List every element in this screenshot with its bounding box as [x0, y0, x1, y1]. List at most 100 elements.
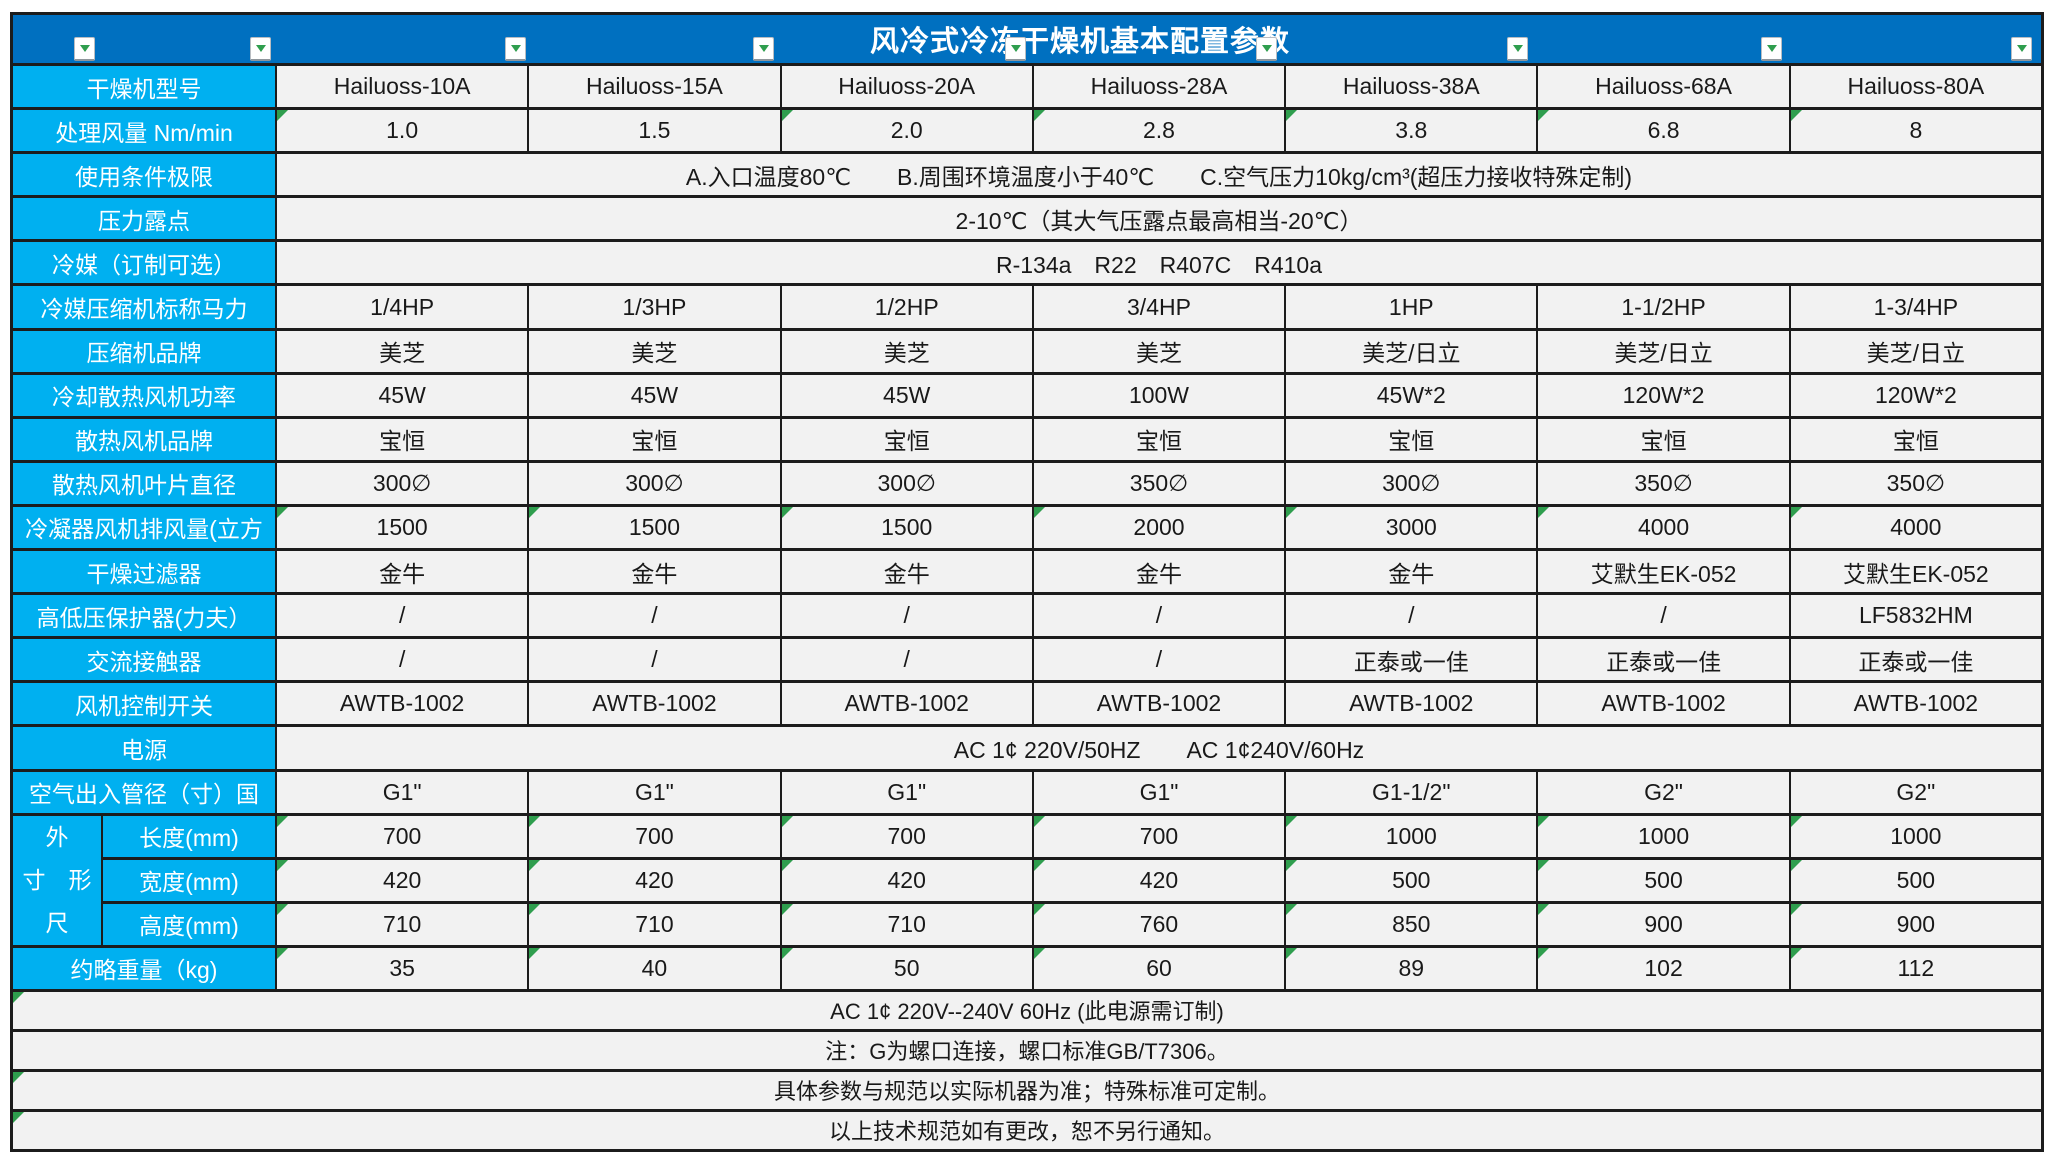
row-label[interactable]: 空气出入管径（寸）国 — [13, 771, 275, 813]
table-cell[interactable]: 6.8 — [1538, 110, 1789, 152]
table-cell[interactable]: 300∅ — [781, 462, 1032, 504]
table-cell[interactable]: 40 — [529, 947, 780, 989]
table-cell[interactable]: 美芝 — [277, 330, 528, 372]
table-cell[interactable]: 35 — [277, 947, 528, 989]
table-cell[interactable]: 500 — [1790, 859, 2041, 901]
filter-dropdown-button[interactable] — [505, 37, 526, 61]
row-label[interactable]: 干燥机型号 — [13, 66, 275, 108]
table-cell[interactable]: 宝恒 — [1790, 418, 2041, 460]
row-label[interactable]: 高度(mm) — [103, 903, 275, 945]
row-label[interactable]: 冷媒压缩机标称马力 — [13, 286, 275, 328]
table-cell[interactable]: / — [1033, 639, 1285, 681]
row-label[interactable]: 宽度(mm) — [103, 859, 275, 901]
table-cell[interactable]: / — [529, 595, 780, 637]
table-cell[interactable]: 1500 — [529, 506, 780, 549]
table-cell[interactable]: 50 — [781, 947, 1032, 989]
table-cell[interactable]: / — [277, 595, 528, 637]
table-cell[interactable]: LF5832HM — [1790, 595, 2041, 637]
merged-cell[interactable]: R-134a R22 R407C R410a — [277, 242, 2041, 284]
table-cell[interactable]: 350∅ — [1033, 462, 1285, 504]
table-cell[interactable]: 正泰或一佳 — [1286, 639, 1537, 681]
table-cell[interactable]: 正泰或一佳 — [1790, 639, 2041, 681]
table-cell[interactable]: / — [277, 639, 528, 681]
table-cell[interactable]: G1" — [529, 771, 780, 813]
table-cell[interactable]: 45W — [781, 374, 1032, 416]
dimension-group-label[interactable]: 外 寸 形 尺 — [13, 815, 101, 945]
table-cell[interactable]: AWTB-1002 — [529, 683, 780, 725]
table-cell[interactable]: 1.0 — [277, 110, 528, 152]
table-cell[interactable]: G1" — [781, 771, 1032, 813]
row-label[interactable]: 电源 — [13, 727, 275, 769]
table-cell[interactable]: G2" — [1538, 771, 1789, 813]
table-cell[interactable]: Hailuoss-28A — [1033, 66, 1285, 108]
table-cell[interactable]: 900 — [1538, 903, 1789, 945]
table-cell[interactable]: Hailuoss-20A — [781, 66, 1032, 108]
table-cell[interactable]: 350∅ — [1790, 462, 2041, 504]
table-cell[interactable]: 420 — [529, 859, 780, 901]
table-cell[interactable]: 89 — [1286, 947, 1537, 989]
row-label[interactable]: 风机控制开关 — [13, 683, 275, 725]
table-cell[interactable]: 正泰或一佳 — [1538, 639, 1789, 681]
table-cell[interactable]: 4000 — [1790, 506, 2041, 549]
table-cell[interactable]: 美芝 — [529, 330, 780, 372]
row-label[interactable]: 约略重量（kg) — [13, 947, 275, 989]
table-cell[interactable]: 1-3/4HP — [1790, 286, 2041, 328]
table-cell[interactable]: AWTB-1002 — [1790, 683, 2041, 725]
table-cell[interactable]: 900 — [1790, 903, 2041, 945]
table-cell[interactable]: G1-1/2" — [1286, 771, 1537, 813]
table-cell[interactable]: 700 — [1033, 815, 1285, 857]
table-cell[interactable]: Hailuoss-38A — [1286, 66, 1537, 108]
table-cell[interactable]: AWTB-1002 — [781, 683, 1032, 725]
table-cell[interactable]: / — [1286, 595, 1537, 637]
table-cell[interactable]: Hailuoss-10A — [277, 66, 528, 108]
table-cell[interactable]: 1000 — [1286, 815, 1537, 857]
table-cell[interactable]: AWTB-1002 — [1033, 683, 1285, 725]
merged-cell[interactable]: 2-10℃（其大气压露点最高相当-20℃） — [277, 198, 2041, 240]
row-label[interactable]: 散热风机品牌 — [13, 418, 275, 460]
table-cell[interactable]: 45W*2 — [1286, 374, 1537, 416]
table-cell[interactable]: 金牛 — [1033, 551, 1285, 593]
table-cell[interactable]: 60 — [1033, 947, 1285, 989]
row-label[interactable]: 长度(mm) — [103, 815, 275, 857]
table-cell[interactable]: Hailuoss-15A — [529, 66, 780, 108]
table-cell[interactable]: 700 — [529, 815, 780, 857]
table-cell[interactable]: 100W — [1033, 374, 1285, 416]
table-cell[interactable]: Hailuoss-68A — [1538, 66, 1789, 108]
table-cell[interactable]: / — [1033, 595, 1285, 637]
table-cell[interactable]: 1/4HP — [277, 286, 528, 328]
table-cell[interactable]: 420 — [1033, 859, 1285, 901]
table-cell[interactable]: 2.0 — [781, 110, 1032, 152]
table-cell[interactable]: 102 — [1538, 947, 1789, 989]
table-cell[interactable]: 宝恒 — [1286, 418, 1537, 460]
filter-dropdown-button[interactable] — [2011, 37, 2032, 61]
table-cell[interactable]: 美芝/日立 — [1286, 330, 1537, 372]
footer-note[interactable]: AC 1¢ 220V--240V 60Hz (此电源需订制) — [13, 991, 2041, 1029]
table-cell[interactable]: 2.8 — [1033, 110, 1285, 152]
table-cell[interactable]: 112 — [1790, 947, 2041, 989]
filter-dropdown-button[interactable] — [1256, 37, 1277, 61]
table-cell[interactable]: 艾默生EK-052 — [1538, 551, 1789, 593]
table-cell[interactable]: 艾默生EK-052 — [1790, 551, 2041, 593]
table-cell[interactable]: 宝恒 — [781, 418, 1032, 460]
table-cell[interactable]: 45W — [277, 374, 528, 416]
table-cell[interactable]: 120W*2 — [1538, 374, 1789, 416]
table-cell[interactable]: 美芝 — [781, 330, 1032, 372]
table-cell[interactable]: 金牛 — [781, 551, 1032, 593]
table-cell[interactable]: 3/4HP — [1033, 286, 1285, 328]
table-cell[interactable]: 金牛 — [1286, 551, 1537, 593]
table-cell[interactable]: G2" — [1790, 771, 2041, 813]
table-cell[interactable]: 4000 — [1538, 506, 1789, 549]
table-cell[interactable]: 3000 — [1286, 506, 1537, 549]
table-cell[interactable]: 760 — [1033, 903, 1285, 945]
table-cell[interactable]: 500 — [1538, 859, 1789, 901]
table-cell[interactable]: 宝恒 — [1538, 418, 1789, 460]
table-cell[interactable]: 2000 — [1033, 506, 1285, 549]
table-cell[interactable]: 金牛 — [277, 551, 528, 593]
filter-dropdown-button[interactable] — [1005, 37, 1026, 61]
table-cell[interactable]: 700 — [781, 815, 1032, 857]
footer-note[interactable]: 以上技术规范如有更改，恕不另行通知。 — [13, 1111, 2041, 1149]
row-label[interactable]: 使用条件极限 — [13, 154, 275, 196]
table-cell[interactable]: 美芝/日立 — [1538, 330, 1789, 372]
table-cell[interactable]: 美芝/日立 — [1790, 330, 2041, 372]
table-cell[interactable]: 710 — [277, 903, 528, 945]
